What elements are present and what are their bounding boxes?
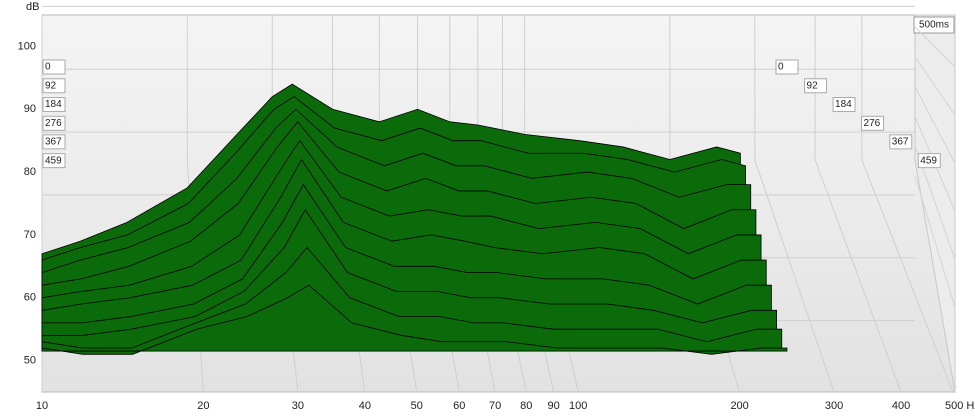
grid-line [914,56,956,116]
z-tick-box [42,78,66,94]
z-tick-label: 459 [920,155,937,166]
y-tick-label: 100 [18,40,36,52]
x-tick-label: 20 [197,400,209,412]
z-tick-label: 276 [45,118,62,129]
z-end-label: 500ms [919,20,949,31]
z-end-box [913,16,955,34]
z-tick-box [889,134,913,150]
z-tick-label: 184 [835,99,852,110]
x-tick-label: 70 [489,400,501,412]
y-tick-label: 60 [24,292,36,304]
x-tick-label: 30 [292,400,304,412]
z-tick-box [42,97,66,113]
y-tick-label: 70 [24,229,36,241]
y-axis-label: dB [26,1,39,13]
grid-line [914,86,956,164]
z-tick-box [42,153,66,169]
z-tick-box [42,134,66,150]
y-tick-label: 90 [24,103,36,115]
z-tick-box [917,153,941,169]
grid-line [914,26,956,68]
x-tick-label: 400 [892,400,910,412]
x-tick-label: 90 [548,400,560,412]
waterfall-slice [41,284,788,355]
x-tick-label: 10 [36,400,48,412]
y-tick-label: 50 [24,354,36,366]
z-tick-label: 92 [807,80,819,91]
z-tick-label: 459 [45,155,62,166]
z-tick-label: 184 [45,99,62,110]
z-tick-label: 92 [45,80,57,91]
grid-line [914,175,956,308]
z-tick-label: 367 [892,137,909,148]
z-tick-box [42,115,66,131]
grid-line [861,159,954,393]
z-tick-box [804,78,828,94]
z-tick-label: 276 [864,118,881,129]
grid-line [814,159,902,393]
z-tick-label: 0 [45,62,51,73]
x-tick-label: 500 Hz [945,400,975,412]
z-tick-label: 0 [778,62,784,73]
x-tick-label: 100 [569,400,587,412]
x-tick-label: 200 [730,400,748,412]
grid-line [754,159,835,393]
x-tick-label: 60 [453,400,465,412]
y-tick-label: 80 [24,166,36,178]
z-tick-box [42,59,66,75]
z-tick-label: 367 [45,137,62,148]
x-tick-label: 50 [411,400,423,412]
x-tick-label: 80 [520,400,532,412]
x-tick-label: 40 [359,400,371,412]
x-tick-label: 300 [825,400,843,412]
z-tick-box [775,59,799,75]
z-tick-box [861,115,885,131]
z-tick-box [832,97,856,113]
